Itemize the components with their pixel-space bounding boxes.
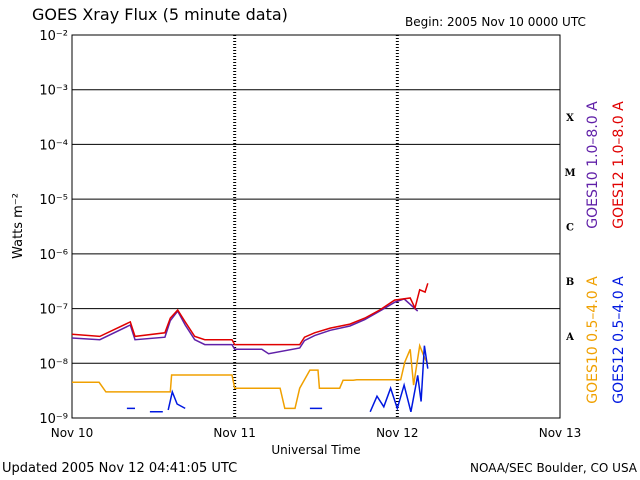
footer-updated: Updated 2005 Nov 12 04:41:05 UTC <box>2 461 237 476</box>
x-tick-label: Nov 13 <box>539 426 582 440</box>
y-tick-label: 10⁻⁴ <box>39 138 68 153</box>
legend-entry: GOES12 1.0–8.0 A <box>611 101 627 229</box>
y-tick-label: 10⁻³ <box>39 84 68 99</box>
y-tick-label: 10⁻⁹ <box>39 412 68 427</box>
y-tick-label: 10⁻⁸ <box>39 357 68 372</box>
legend-entry: GOES10 0.5–4.0 A <box>585 276 601 404</box>
chart-subtitle: Begin: 2005 Nov 10 0000 UTC <box>405 15 586 29</box>
series-line <box>72 298 419 355</box>
flare-class: X <box>566 113 574 124</box>
flare-class: C <box>566 223 574 234</box>
series-line <box>72 283 429 346</box>
y-tick-label: 10⁻⁶ <box>39 248 68 263</box>
flare-class: A <box>565 332 574 343</box>
y-tick-label: 10⁻⁵ <box>39 193 68 208</box>
legend-entry: GOES12 0.5–4.0 A <box>611 276 627 404</box>
y-axis-label: Watts m⁻² <box>11 193 26 259</box>
x-tick-label: Nov 10 <box>51 426 94 440</box>
flare-class: M <box>564 168 575 179</box>
y-tick-label: 10⁻⁷ <box>39 303 68 318</box>
chart-title: GOES Xray Flux (5 minute data) <box>32 5 288 24</box>
footer-credit: NOAA/SEC Boulder, CO USA <box>470 461 638 475</box>
flare-class: B <box>566 277 574 288</box>
x-axis-label: Universal Time <box>271 443 360 457</box>
series-line <box>126 345 429 413</box>
x-tick-label: Nov 11 <box>213 426 256 440</box>
plot-frame <box>71 34 561 419</box>
x-tick-label: Nov 12 <box>376 426 419 440</box>
legend-entry: GOES10 1.0–8.0 A <box>585 101 601 229</box>
y-tick-label: 10⁻² <box>39 29 68 44</box>
plot-lines <box>72 283 429 413</box>
series-line <box>72 342 429 410</box>
